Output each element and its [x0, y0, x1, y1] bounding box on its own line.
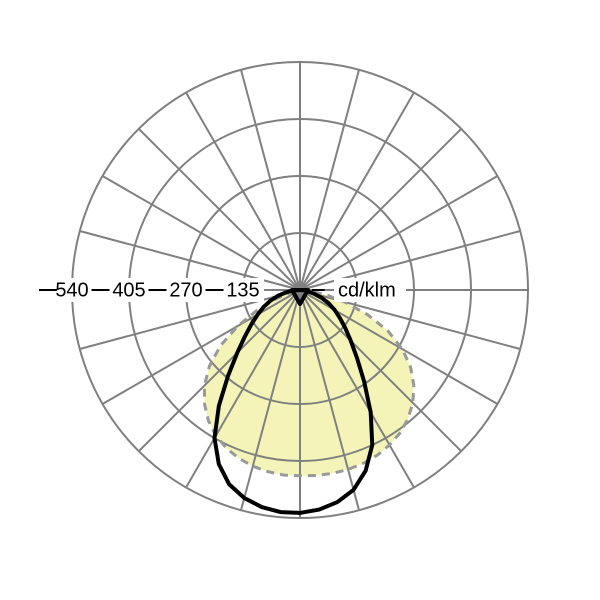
photometric-polar-chart: 540 405 270 135 cd/klm — [0, 0, 600, 600]
grid-radial-165 — [241, 70, 300, 290]
scale-label-270: 270 — [169, 279, 202, 301]
scale-label-405: 405 — [112, 279, 145, 301]
grid-radial-195 — [300, 70, 359, 290]
scale-label-135: 135 — [226, 279, 259, 301]
grid-radial-150 — [186, 93, 300, 290]
scale-label-540: 540 — [55, 279, 88, 301]
unit-label: cd/klm — [338, 279, 396, 301]
grid-radial-120 — [103, 176, 300, 290]
grid-radial-240 — [300, 176, 497, 290]
grid-radial-135 — [139, 129, 300, 290]
grid-radial-255 — [300, 231, 520, 290]
grid-radial-225 — [300, 129, 461, 290]
grid-radial-210 — [300, 93, 414, 290]
